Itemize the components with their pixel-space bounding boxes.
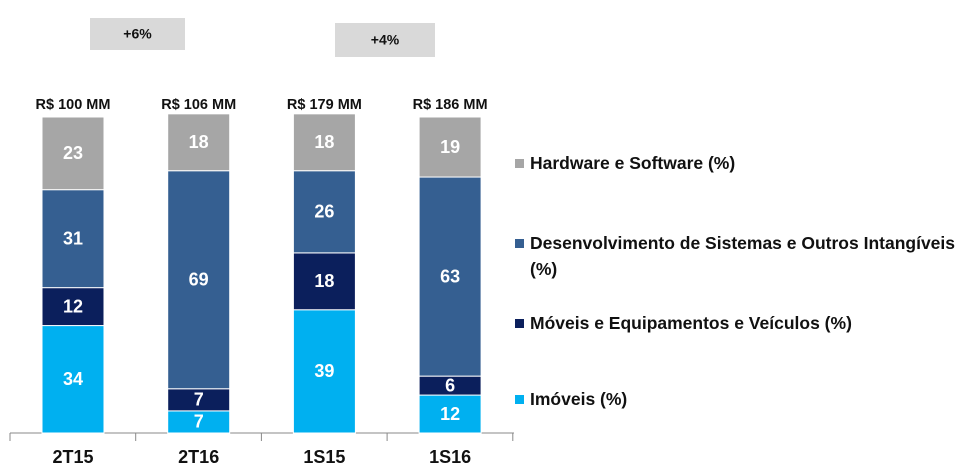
data-label: 6: [445, 375, 455, 395]
bar-segment: [292, 113, 356, 172]
legend-swatch: [515, 239, 524, 248]
annotation-box: [90, 18, 185, 50]
legend-item: Móveis e Equipamentos e Veículos (%): [515, 310, 970, 336]
total-label: R$ 186 MM: [413, 97, 488, 113]
data-label: 18: [314, 132, 334, 152]
data-label: 34: [63, 369, 83, 389]
data-label: 19: [440, 137, 460, 157]
bar-segment: [167, 113, 231, 172]
data-label: 18: [189, 132, 209, 152]
annotation-box: [335, 23, 435, 57]
total-label: R$ 179 MM: [287, 97, 362, 113]
data-label: 23: [63, 143, 83, 163]
data-label: 12: [440, 404, 460, 424]
data-label: 7: [194, 412, 204, 432]
legend-label: Móveis e Equipamentos e Veículos (%): [530, 313, 852, 333]
legend-label: Imóveis (%): [530, 389, 628, 409]
bar-segment: [41, 325, 105, 434]
legend-swatch: [515, 319, 524, 328]
data-label: 69: [189, 269, 209, 289]
bar-segment: [418, 176, 482, 377]
total-label: R$ 106 MM: [161, 97, 236, 113]
annotation: +6%: [123, 26, 152, 42]
x-tick-label: 2T16: [178, 447, 219, 467]
data-label: 63: [440, 266, 460, 286]
bar-segment: [418, 394, 482, 434]
bar-segment: [292, 252, 356, 311]
x-tick-label: 1S15: [303, 447, 345, 467]
bar-segment: [292, 309, 356, 434]
bar-segment: [167, 170, 231, 390]
total-label: R$ 100 MM: [36, 97, 111, 113]
legend-label: Desenvolvimento de Sistemas e Outros Int…: [530, 233, 955, 279]
legend-swatch: [515, 159, 524, 168]
data-label: 18: [314, 271, 334, 291]
data-label: 7: [194, 390, 204, 410]
data-label: 39: [314, 361, 334, 381]
legend-item: Hardware e Software (%): [515, 150, 970, 176]
bar-segment: [418, 116, 482, 178]
bar-segment: [41, 116, 105, 191]
legend-item: Desenvolvimento de Sistemas e Outros Int…: [515, 230, 970, 282]
x-tick-label: 2T15: [52, 447, 93, 467]
legend-label: Hardware e Software (%): [530, 153, 736, 173]
data-label: 31: [63, 228, 83, 248]
legend-item: Imóveis (%): [515, 386, 970, 412]
data-label: 12: [63, 296, 83, 316]
bar-segment: [41, 287, 105, 327]
x-tick-label: 1S16: [429, 447, 471, 467]
data-label: 26: [314, 202, 334, 222]
legend-swatch: [515, 395, 524, 404]
annotation: +4%: [371, 32, 400, 48]
